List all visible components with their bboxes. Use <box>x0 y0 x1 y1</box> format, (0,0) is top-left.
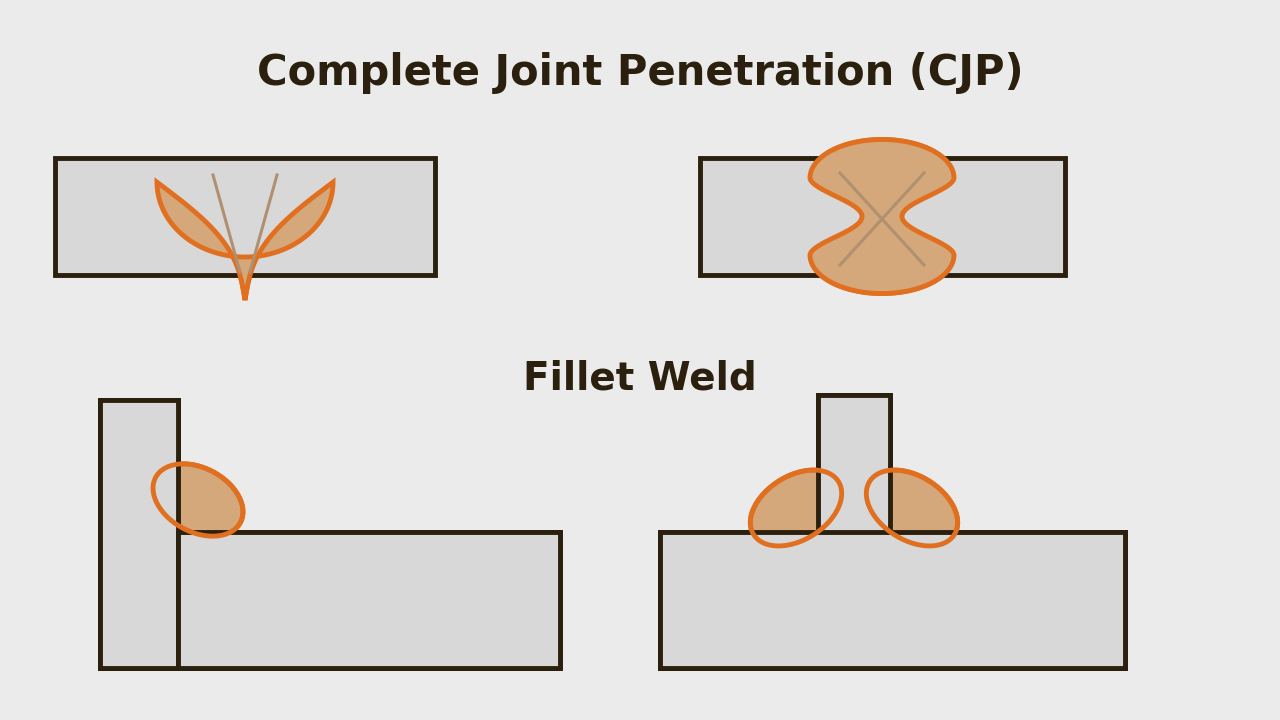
Polygon shape <box>700 158 1065 275</box>
Polygon shape <box>660 532 1125 668</box>
Polygon shape <box>154 464 243 536</box>
Polygon shape <box>818 395 890 545</box>
Text: Complete Joint Penetration (CJP): Complete Joint Penetration (CJP) <box>257 52 1023 94</box>
Polygon shape <box>867 470 957 546</box>
Polygon shape <box>157 182 333 300</box>
Polygon shape <box>178 532 561 668</box>
Polygon shape <box>55 158 435 275</box>
Polygon shape <box>100 400 178 668</box>
Polygon shape <box>157 182 333 300</box>
Text: Fillet Weld: Fillet Weld <box>524 360 756 398</box>
Polygon shape <box>810 140 954 294</box>
Polygon shape <box>750 470 842 546</box>
Polygon shape <box>818 395 890 545</box>
Polygon shape <box>810 140 954 294</box>
Polygon shape <box>100 400 178 668</box>
Polygon shape <box>178 532 561 668</box>
Polygon shape <box>660 532 1125 668</box>
